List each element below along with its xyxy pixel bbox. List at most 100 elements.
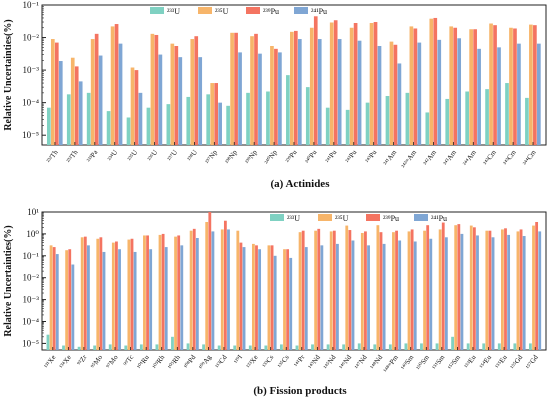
panel-fission-products: 10⁻⁵ 10⁻⁴ 10⁻³ 10⁻² 10⁻¹ 10⁰ 10¹ Relative Uncer… bbox=[3, 207, 547, 374]
bar bbox=[469, 225, 473, 350]
bar bbox=[444, 237, 448, 350]
y-tick-label: 10⁻¹ bbox=[23, 251, 40, 261]
bar bbox=[351, 240, 355, 350]
bar bbox=[389, 41, 394, 146]
bar bbox=[445, 98, 450, 145]
bar bbox=[535, 221, 539, 350]
bar bbox=[485, 230, 489, 350]
bar bbox=[286, 249, 290, 350]
bar bbox=[46, 334, 50, 350]
x-tick-label: ¹⁰¹Ru bbox=[136, 353, 152, 370]
bar bbox=[186, 343, 190, 350]
x-tick-label: ¹⁰⁵Rh bbox=[166, 353, 182, 371]
x-tick-label: ¹⁴¹Pr bbox=[293, 353, 307, 369]
bar bbox=[297, 39, 302, 145]
bar bbox=[124, 345, 128, 350]
bar bbox=[505, 83, 509, 145]
bar bbox=[65, 250, 69, 350]
bar bbox=[158, 54, 163, 145]
bar bbox=[255, 245, 258, 350]
bar bbox=[283, 249, 286, 350]
bar bbox=[305, 87, 310, 145]
x-tick-label: ²⁴⁴Cm bbox=[521, 148, 538, 167]
bar bbox=[376, 225, 380, 350]
bar bbox=[388, 344, 392, 350]
caption-actinides: (a) Actinides bbox=[271, 178, 331, 190]
legend-swatch bbox=[414, 214, 428, 221]
bar bbox=[317, 39, 322, 145]
bar bbox=[465, 91, 469, 145]
legend-swatch bbox=[366, 214, 380, 221]
bar bbox=[270, 245, 274, 350]
bar bbox=[369, 23, 374, 145]
bar bbox=[357, 40, 362, 146]
bar bbox=[482, 343, 486, 350]
legend-label: ²³⁵U bbox=[335, 214, 349, 223]
bar bbox=[429, 238, 433, 350]
x-tick-label: ¹⁵³Eu bbox=[463, 353, 478, 370]
bar bbox=[309, 27, 314, 145]
bar bbox=[289, 257, 293, 350]
x-tick-label: ¹⁴⁸ᵐPm bbox=[382, 353, 400, 374]
y-tick-label: 10⁻¹ bbox=[23, 0, 40, 10]
bar bbox=[314, 230, 318, 350]
bar bbox=[433, 17, 438, 146]
x-tick-label: ¹⁵¹Sm bbox=[431, 353, 447, 371]
bar bbox=[233, 345, 237, 350]
bar bbox=[106, 111, 111, 145]
bar bbox=[304, 247, 308, 350]
bar bbox=[532, 225, 535, 350]
x-tick-label: ¹⁴⁷Nd bbox=[353, 353, 369, 371]
bar bbox=[420, 343, 423, 350]
bar bbox=[472, 227, 476, 350]
bar bbox=[513, 28, 517, 146]
bar bbox=[251, 243, 255, 350]
bar bbox=[392, 232, 395, 350]
bar bbox=[522, 236, 526, 350]
bar bbox=[49, 245, 53, 350]
bar bbox=[223, 220, 227, 350]
bar bbox=[74, 66, 79, 145]
legend-label: ²³⁵U bbox=[215, 7, 229, 16]
bar bbox=[417, 42, 422, 146]
bar bbox=[127, 239, 131, 350]
bar bbox=[489, 23, 493, 145]
bar bbox=[516, 231, 520, 350]
bar bbox=[171, 336, 174, 350]
bar bbox=[77, 346, 81, 350]
bar bbox=[509, 27, 513, 145]
bar bbox=[519, 229, 523, 350]
bar bbox=[174, 236, 177, 350]
bar bbox=[71, 264, 75, 350]
bar bbox=[161, 233, 165, 350]
bar bbox=[195, 238, 199, 350]
bar bbox=[413, 28, 418, 146]
x-tick-label: ¹²⁹I bbox=[232, 353, 244, 365]
x-tick-label: ²³⁷U bbox=[166, 149, 179, 163]
y-tick-label: 10⁻² bbox=[23, 273, 40, 283]
bar bbox=[278, 52, 282, 145]
x-tick-label: ¹¹³Cd bbox=[214, 353, 229, 370]
bar bbox=[320, 245, 324, 350]
bar bbox=[115, 241, 118, 350]
bar bbox=[500, 229, 504, 350]
bar bbox=[513, 343, 517, 350]
bar bbox=[449, 26, 454, 145]
y-tick-label: 10⁻⁴ bbox=[22, 98, 39, 108]
bar bbox=[301, 230, 305, 350]
bar bbox=[134, 70, 139, 145]
x-tick-label: ²³³Th bbox=[65, 148, 80, 165]
y-tick-label: 10⁻³ bbox=[23, 295, 40, 305]
legend-label: ²³⁹Pu bbox=[383, 214, 399, 223]
legend-label: ²³³U bbox=[287, 214, 300, 223]
bar bbox=[326, 344, 330, 350]
legend-label: ²⁴¹Pu bbox=[431, 214, 447, 223]
legend-label: ²³³U bbox=[167, 7, 180, 16]
bar bbox=[538, 231, 542, 350]
bar bbox=[143, 235, 146, 350]
bar bbox=[473, 29, 477, 146]
bar bbox=[393, 44, 398, 145]
bar bbox=[68, 249, 72, 350]
x-tick-label: ²³²Th bbox=[45, 148, 60, 165]
bar bbox=[254, 33, 258, 146]
